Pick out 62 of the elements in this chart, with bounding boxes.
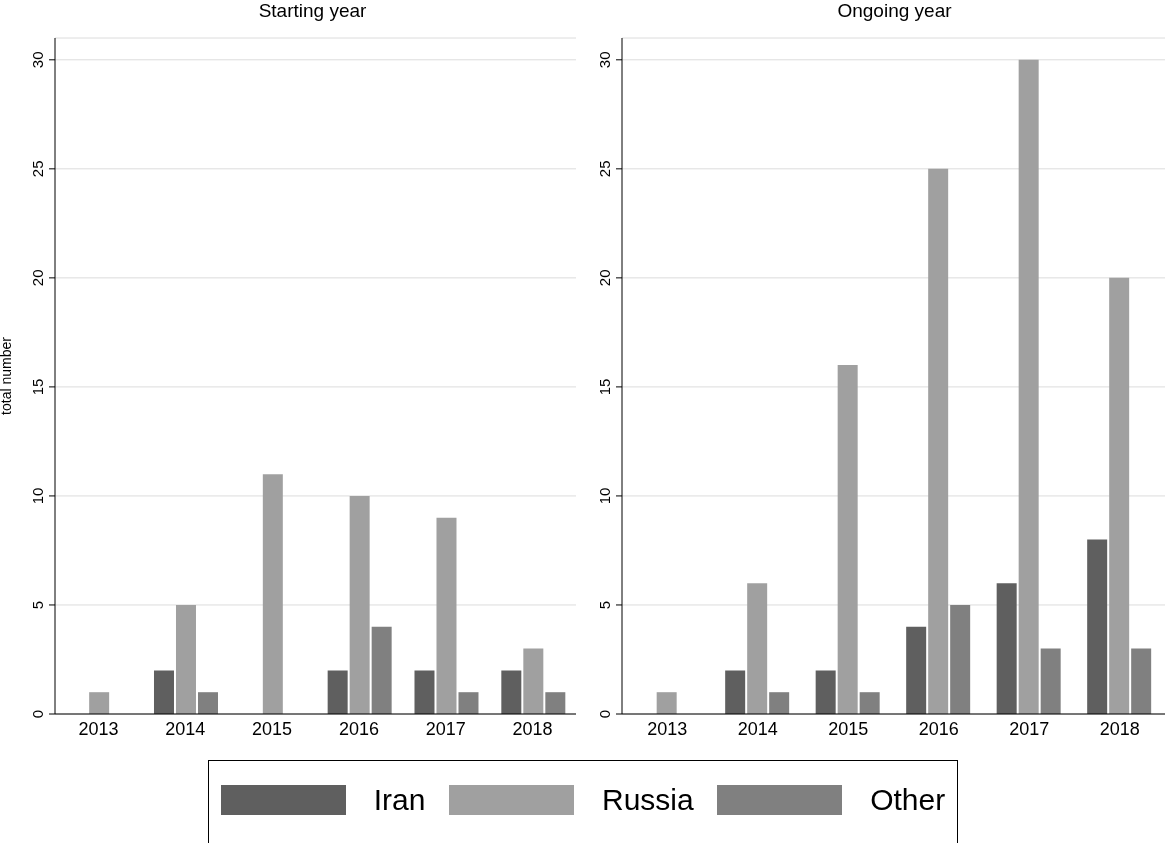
legend-label: Iran [373, 783, 426, 817]
y-tick-label: 15 [29, 378, 46, 396]
bar [262, 474, 283, 714]
bar [197, 692, 218, 714]
y-tick-label: 0 [29, 709, 46, 719]
bar [769, 692, 790, 714]
bar [545, 692, 566, 714]
bar [1109, 277, 1130, 714]
x-tick-label: 2018 [512, 718, 553, 739]
x-tick-label: 2014 [165, 718, 206, 739]
x-tick-label: 2014 [737, 718, 778, 739]
y-tick-label: 25 [596, 160, 613, 178]
bar [747, 583, 768, 714]
chart-title: Starting year [257, 0, 368, 23]
bar [436, 517, 457, 714]
bar [1087, 539, 1108, 714]
bar [950, 604, 971, 714]
bar [1018, 59, 1039, 714]
x-tick-label: 2015 [828, 718, 869, 739]
bar [928, 168, 949, 714]
bar [859, 692, 880, 714]
bar [414, 670, 435, 714]
chart-title: Ongoing year [836, 0, 953, 23]
y-tick-label: 25 [29, 160, 46, 178]
bar [815, 670, 836, 714]
y-tick-label: 5 [596, 600, 613, 610]
bar [725, 670, 746, 714]
y-tick-label: 5 [29, 600, 46, 610]
x-tick-label: 2016 [918, 718, 959, 739]
y-tick-label: 10 [596, 487, 613, 505]
x-tick-label: 2013 [78, 718, 119, 739]
bar [175, 604, 196, 714]
y-tick-label: 30 [596, 51, 613, 69]
y-tick-label: 30 [29, 51, 46, 69]
x-tick-label: 2017 [425, 718, 466, 739]
bar [656, 692, 677, 714]
y-tick-label: 20 [29, 269, 46, 287]
bar [1040, 648, 1061, 714]
y-tick-label: 10 [29, 487, 46, 505]
bar [501, 670, 522, 714]
bar [89, 692, 110, 714]
y-tick-label: 20 [596, 269, 613, 287]
bar [837, 365, 858, 714]
legend-label: Other [870, 783, 946, 817]
bar [1131, 648, 1152, 714]
bar [996, 583, 1017, 714]
x-tick-label: 2018 [1099, 718, 1140, 739]
legend-label: Russia [601, 783, 694, 817]
bar [523, 648, 544, 714]
bar [327, 670, 348, 714]
bar [458, 692, 479, 714]
x-tick-label: 2017 [1009, 718, 1050, 739]
bar [153, 670, 174, 714]
y-tick-label: 15 [596, 378, 613, 396]
y-tick-label: 0 [596, 709, 613, 719]
bar [906, 626, 927, 714]
bar [371, 626, 392, 714]
y-axis-title: total number [0, 336, 14, 415]
x-tick-label: 2016 [338, 718, 379, 739]
x-tick-label: 2013 [647, 718, 688, 739]
x-tick-label: 2015 [252, 718, 293, 739]
bar [349, 495, 370, 714]
